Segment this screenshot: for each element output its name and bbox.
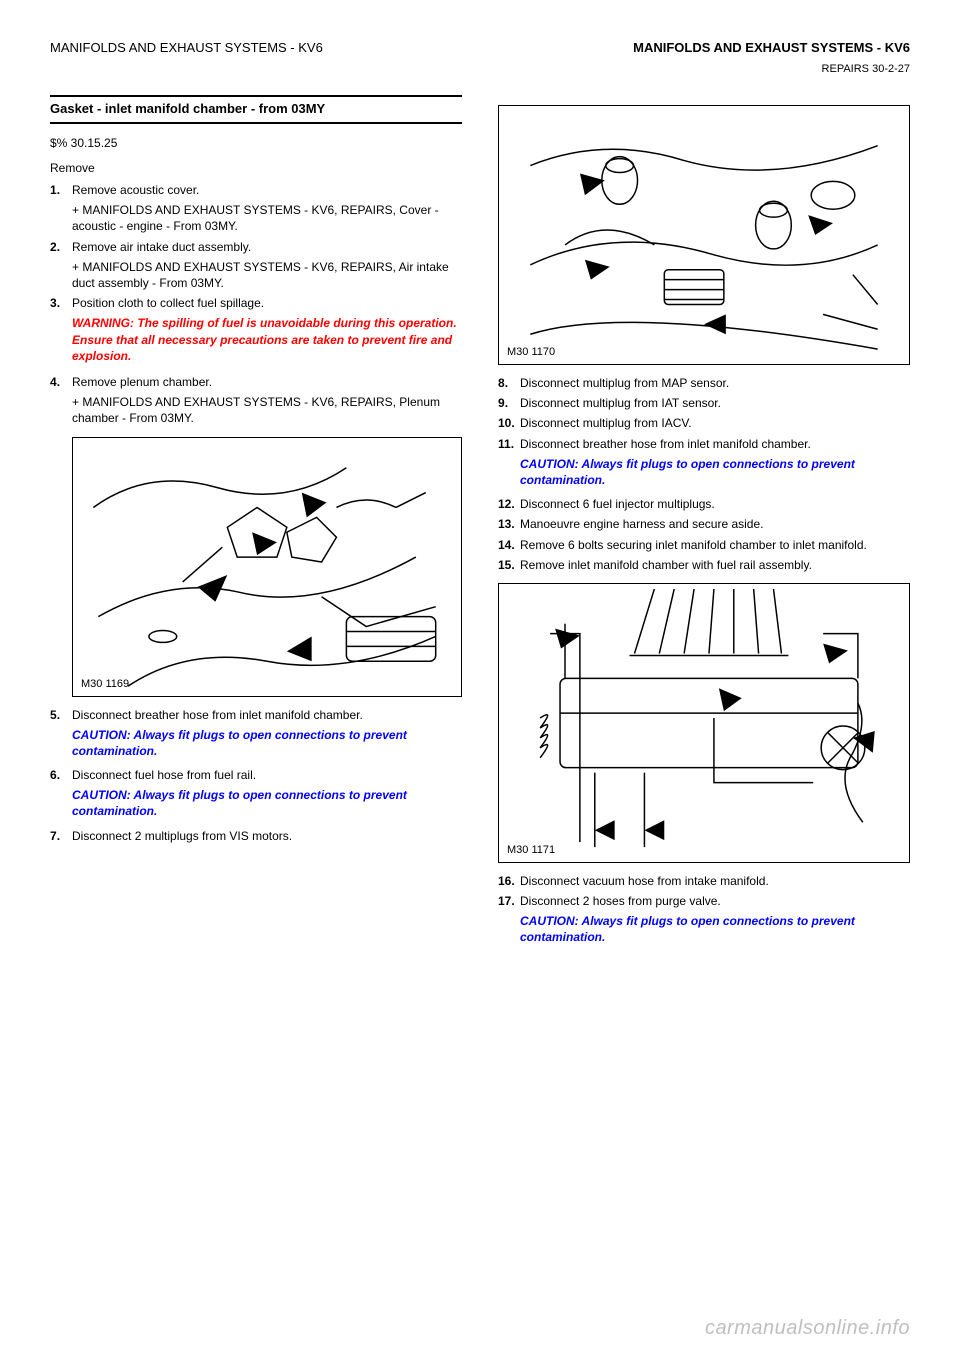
step-5: Disconnect breather hose from inlet mani… [50,707,462,723]
step-4: Remove plenum chamber. [50,374,462,390]
step-16: Disconnect vacuum hose from intake manif… [498,873,910,889]
steps-list-left: Remove acoustic cover. [50,182,462,198]
steps-list-left-2: Remove air intake duct assembly. [50,239,462,255]
step-1-ref: + MANIFOLDS AND EXHAUST SYSTEMS - KV6, R… [50,202,462,234]
step-6: Disconnect fuel hose from fuel rail. [50,767,462,783]
step-15: Remove inlet manifold chamber with fuel … [498,557,910,573]
figure-1-label: M30 1169 [81,678,129,690]
warning-text: WARNING: The spilling of fuel is unavoid… [50,315,462,364]
steps-list-right-c: Disconnect vacuum hose from intake manif… [498,873,910,909]
header-left: MANIFOLDS AND EXHAUST SYSTEMS - KV6 [50,40,323,55]
caution-step6: CAUTION: Always fit plugs to open connec… [50,787,462,819]
step-2-ref: + MANIFOLDS AND EXHAUST SYSTEMS - KV6, R… [50,259,462,291]
step-4-ref: + MANIFOLDS AND EXHAUST SYSTEMS - KV6, R… [50,394,462,426]
steps-list-right-b: Disconnect 6 fuel injector multiplugs. M… [498,496,910,573]
steps-list-left-3: Position cloth to collect fuel spillage. [50,295,462,311]
figure-1: M30 1169 [72,437,462,697]
caution-r1: CAUTION: Always fit plugs to open connec… [498,456,910,488]
header-right: MANIFOLDS AND EXHAUST SYSTEMS - KV6 [633,40,910,55]
caution-step5: CAUTION: Always fit plugs to open connec… [50,727,462,759]
steps-list-right-a: Disconnect multiplug from MAP sensor. Di… [498,375,910,452]
step-2: Remove air intake duct assembly. [50,239,462,255]
steps-list-left-4: Remove plenum chamber. [50,374,462,390]
step-12: Disconnect 6 fuel injector multiplugs. [498,496,910,512]
figure-3: M30 1171 [498,583,910,863]
step-14: Remove 6 bolts securing inlet manifold c… [498,537,910,553]
figure-2-label: M30 1170 [507,346,555,358]
remove-heading: Remove [50,160,462,176]
step-9: Disconnect multiplug from IAT sensor. [498,395,910,411]
figure-3-svg [499,584,909,862]
section-title: Gasket - inlet manifold chamber - from 0… [50,95,462,124]
step-1: Remove acoustic cover. [50,182,462,198]
caution-r2: CAUTION: Always fit plugs to open connec… [498,913,910,945]
right-column: M30 1170 Disconnect multiplug from MAP s… [498,95,910,954]
step-8: Disconnect multiplug from MAP sensor. [498,375,910,391]
step-3: Position cloth to collect fuel spillage. [50,295,462,311]
figure-2: M30 1170 [498,105,910,365]
step-7: Disconnect 2 multiplugs from VIS motors. [50,828,462,844]
figure-2-svg [499,106,909,364]
steps-list-left-5: Disconnect breather hose from inlet mani… [50,707,462,723]
timing-code: $% 30.15.25 [50,136,462,150]
left-column: Gasket - inlet manifold chamber - from 0… [50,95,462,954]
steps-list-left-6: Disconnect fuel hose from fuel rail. [50,767,462,783]
step-13: Manoeuvre engine harness and secure asid… [498,516,910,532]
step-17: Disconnect 2 hoses from purge valve. [498,893,910,909]
steps-list-left-7: Disconnect 2 multiplugs from VIS motors. [50,828,462,844]
figure-3-label: M30 1171 [507,844,555,856]
page-header: MANIFOLDS AND EXHAUST SYSTEMS - KV6 MANI… [50,40,910,55]
page-number: REPAIRS 30-2-27 [50,63,910,75]
step-11: Disconnect breather hose from inlet mani… [498,436,910,452]
watermark: carmanualsonline.info [705,1317,910,1340]
step-10: Disconnect multiplug from IACV. [498,415,910,431]
figure-1-svg [73,438,461,696]
